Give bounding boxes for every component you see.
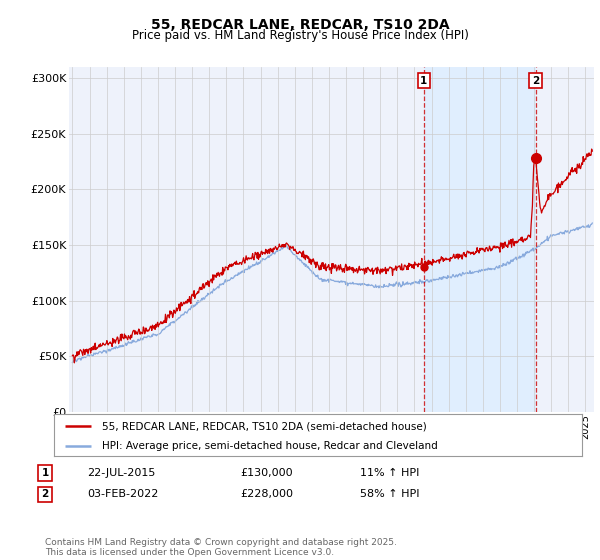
- Text: 55, REDCAR LANE, REDCAR, TS10 2DA: 55, REDCAR LANE, REDCAR, TS10 2DA: [151, 18, 449, 32]
- Text: 1: 1: [41, 468, 49, 478]
- Bar: [424, 67, 536, 412]
- Text: 11% ↑ HPI: 11% ↑ HPI: [360, 468, 419, 478]
- Text: 58% ↑ HPI: 58% ↑ HPI: [360, 489, 419, 500]
- Text: 2: 2: [532, 76, 539, 86]
- Text: £130,000: £130,000: [240, 468, 293, 478]
- Text: Price paid vs. HM Land Registry's House Price Index (HPI): Price paid vs. HM Land Registry's House …: [131, 29, 469, 42]
- Text: 03-FEB-2022: 03-FEB-2022: [87, 489, 158, 500]
- Text: 55, REDCAR LANE, REDCAR, TS10 2DA (semi-detached house): 55, REDCAR LANE, REDCAR, TS10 2DA (semi-…: [101, 421, 426, 431]
- Text: HPI: Average price, semi-detached house, Redcar and Cleveland: HPI: Average price, semi-detached house,…: [101, 441, 437, 451]
- Text: 2: 2: [41, 489, 49, 500]
- Text: 1: 1: [420, 76, 427, 86]
- Text: Contains HM Land Registry data © Crown copyright and database right 2025.
This d: Contains HM Land Registry data © Crown c…: [45, 538, 397, 557]
- Text: 22-JUL-2015: 22-JUL-2015: [87, 468, 155, 478]
- Text: £228,000: £228,000: [240, 489, 293, 500]
